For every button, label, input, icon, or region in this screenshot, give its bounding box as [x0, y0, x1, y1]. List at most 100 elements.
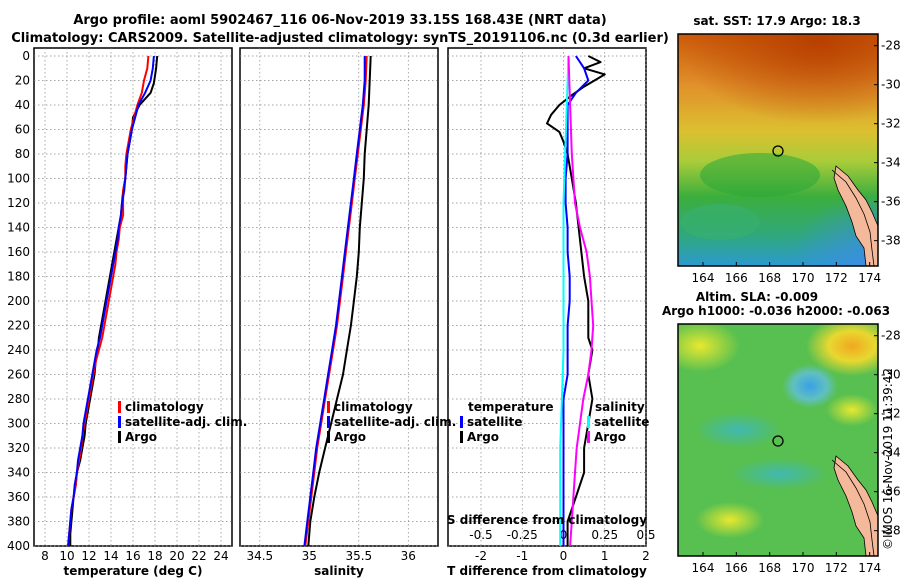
- map-lat-tick-label: -36: [881, 485, 900, 499]
- legend-swatch-satellite: [118, 416, 121, 428]
- legend-label-satellite: satellite-adj. clim.: [125, 415, 247, 429]
- series-line-satellite-adj-clim-: [303, 56, 366, 546]
- map-lat-tick-label: -32: [881, 407, 900, 421]
- depth-tick-label: 300: [7, 417, 30, 431]
- sla-high-region-nw: [678, 324, 740, 372]
- depth-tick-label: 40: [15, 98, 30, 112]
- map-lon-tick-label: 174: [858, 561, 881, 575]
- difference-legend: temperature satellite Argo salinity sate…: [460, 400, 649, 444]
- depth-tick-label: 280: [7, 392, 30, 406]
- sst-map: [678, 34, 878, 266]
- legend-swatch-t-satellite: [460, 416, 463, 428]
- legend-swatch-t-argo: [460, 431, 463, 443]
- temperature-tick-label: 18: [147, 549, 162, 563]
- depth-tick-label: 240: [7, 343, 30, 357]
- depth-tick-label: 400: [7, 539, 30, 553]
- temperature-tick-label: 22: [191, 549, 206, 563]
- legend-label-t-argo: Argo: [467, 430, 499, 444]
- sla-low-region: [782, 364, 838, 408]
- s-difference-tick-label: 0.25: [591, 528, 618, 542]
- depth-tick-label: 60: [15, 123, 30, 137]
- t-difference-tick-label: -1: [516, 549, 528, 563]
- sst-map-ticks: 164 166 168 170 172 174 -28 -30 -32 -34 -36 -38: [692, 39, 900, 285]
- series-line-s-satellite: [559, 55, 570, 546]
- salinity-tick-label: 34.5: [246, 549, 273, 563]
- depth-tick-label: 200: [7, 294, 30, 308]
- t-difference-tick-label: -2: [475, 549, 487, 563]
- sla-cyan-band-lower: [730, 458, 830, 490]
- t-difference-axis-ticks: -2 -1 0 1 2: [475, 549, 650, 563]
- sst-map-frame: [677, 33, 879, 267]
- legend-swatch-argo: [118, 431, 121, 443]
- title-line-1: Argo profile: aoml 5902467_116 06-Nov-20…: [73, 13, 606, 28]
- depth-tick-label: 320: [7, 441, 30, 455]
- legend-label-t-satellite: satellite: [467, 415, 522, 429]
- salinity-series: [303, 55, 372, 546]
- salinity-tick-label: 35.5: [345, 549, 372, 563]
- depth-tick-label: 380: [7, 515, 30, 529]
- temperature-axis-ticks: 8 10 12 14 16 18 20 22 24: [41, 549, 228, 563]
- sst-teal-patch: [680, 204, 760, 240]
- sla-cyan-band: [694, 412, 782, 448]
- legend-label-satellite: satellite-adj. clim.: [334, 415, 456, 429]
- depth-tick-label: 20: [15, 74, 30, 88]
- map-lat-tick-label: -30: [881, 78, 900, 92]
- map-lat-tick-label: -38: [881, 234, 900, 248]
- salinity-legend: climatology satellite-adj. clim. Argo: [327, 400, 456, 444]
- temperature-axis-label: temperature (deg C): [64, 564, 203, 578]
- legend-swatch-argo: [327, 431, 330, 443]
- temperature-tick-label: 16: [125, 549, 140, 563]
- s-difference-tick-label: -0.25: [507, 528, 538, 542]
- sla-map: [678, 324, 878, 556]
- map-lon-tick-label: 168: [758, 271, 781, 285]
- legend-heading-salinity: salinity: [595, 400, 645, 414]
- map-lat-tick-label: -34: [881, 446, 900, 460]
- temperature-tick-label: 20: [169, 549, 184, 563]
- depth-tick-label: 80: [15, 147, 30, 161]
- depth-tick-label: 140: [7, 221, 30, 235]
- legend-label-argo: Argo: [334, 430, 366, 444]
- map-lat-tick-label: -28: [881, 39, 900, 53]
- depth-tick-label: 220: [7, 319, 30, 333]
- legend-swatch-s-argo: [587, 431, 590, 443]
- temperature-tick-label: 10: [59, 549, 74, 563]
- s-difference-tick-label: 0.5: [636, 528, 655, 542]
- legend-swatch-climatology: [327, 401, 330, 413]
- map-lat-tick-label: -36: [881, 195, 900, 209]
- legend-label-s-satellite: satellite: [594, 415, 649, 429]
- legend-label-argo: Argo: [125, 430, 157, 444]
- map-lon-tick-label: 164: [692, 561, 715, 575]
- sla-map-frame: [677, 323, 879, 557]
- map-lon-tick-label: 166: [725, 271, 748, 285]
- t-difference-tick-label: 1: [601, 549, 609, 563]
- map-lat-tick-label: -28: [881, 329, 900, 343]
- sst-argo-location-marker: [772, 145, 784, 157]
- depth-tick-label: 340: [7, 466, 30, 480]
- legend-label-climatology: climatology: [334, 400, 413, 414]
- map-lat-tick-label: -38: [881, 524, 900, 538]
- s-difference-axis-ticks: -0.5 -0.25 0 0.25 0.5: [469, 528, 655, 542]
- salinity-panel-frame: [239, 47, 439, 547]
- sla-coastline: [833, 455, 878, 556]
- difference-series: [546, 55, 606, 546]
- sla-high-region-e: [826, 394, 878, 426]
- map-lon-tick-label: 164: [692, 271, 715, 285]
- salinity-tick-label: 36: [401, 549, 416, 563]
- legend-label-climatology: climatology: [125, 400, 204, 414]
- series-line-s-argo: [567, 55, 595, 546]
- sla-map-title: Altim. SLA: -0.009: [696, 290, 818, 304]
- depth-tick-label: 120: [7, 196, 30, 210]
- salinity-axis-ticks: 34.5 35 35.5 36: [246, 549, 416, 563]
- map-lat-tick-label: -34: [881, 156, 900, 170]
- credit-text: ©IMOS 16-Nov-2019 11:39:42: [881, 368, 895, 550]
- depth-tick-label: 100: [7, 172, 30, 186]
- map-lon-tick-label: 170: [792, 271, 815, 285]
- series-line-argo: [307, 55, 372, 546]
- sla-shelf-contour: [831, 459, 875, 556]
- map-lon-tick-label: 168: [758, 561, 781, 575]
- t-difference-tick-label: 0: [560, 549, 568, 563]
- gridlines: [34, 48, 647, 547]
- temperature-tick-label: 12: [81, 549, 96, 563]
- s-difference-axis-label: S difference from climatology: [447, 513, 647, 527]
